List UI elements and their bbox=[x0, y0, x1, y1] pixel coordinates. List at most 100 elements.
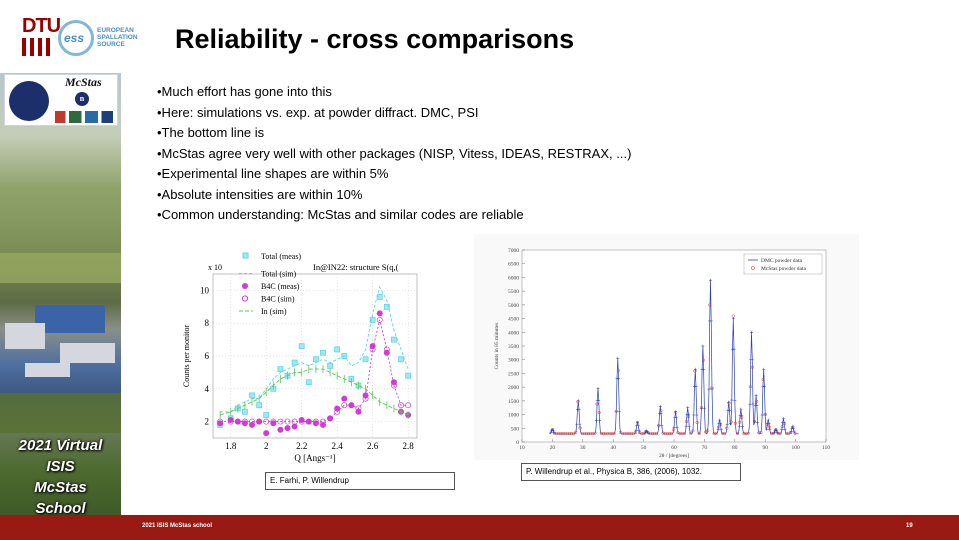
data-point-mcstas bbox=[721, 431, 725, 436]
data-point-mcstas bbox=[729, 420, 733, 424]
data-point-dmc bbox=[728, 422, 732, 426]
data-point-mcstas bbox=[652, 432, 657, 436]
chart-legend: Total (meas) Total (sim) B4C (meas) B4C (si… bbox=[239, 252, 301, 316]
data-point-dmc bbox=[707, 387, 711, 391]
data-point bbox=[327, 362, 333, 369]
partner-logos bbox=[55, 111, 113, 123]
data-point-mcstas bbox=[674, 410, 678, 414]
data-point-mcstas bbox=[616, 368, 620, 373]
neutron-icon: n bbox=[75, 92, 89, 106]
data-point-dmc bbox=[692, 413, 696, 417]
data-point-dmc bbox=[753, 420, 757, 424]
ess-logo-text: ess bbox=[64, 31, 85, 45]
data-point-dmc bbox=[701, 344, 705, 348]
y-tick-label: 5000 bbox=[508, 303, 519, 309]
data-point-dmc bbox=[730, 398, 734, 402]
data-point-dmc bbox=[760, 413, 764, 417]
data-point-dmc bbox=[783, 427, 787, 431]
data-point-mcstas bbox=[601, 432, 606, 436]
data-point-dmc bbox=[737, 425, 741, 429]
data-point-dmc bbox=[637, 429, 641, 433]
bullet-item: •Experimental line shapes are within 5% bbox=[157, 166, 389, 181]
data-point-mcstas bbox=[684, 419, 689, 424]
data-point-dmc bbox=[754, 393, 758, 397]
footer-school: 2021 ISIS McStas school bbox=[142, 523, 213, 529]
data-point-mcstas bbox=[563, 432, 567, 436]
data-point bbox=[256, 418, 263, 425]
data-point bbox=[241, 418, 248, 425]
data-point bbox=[362, 356, 369, 363]
data-point bbox=[334, 405, 341, 412]
bullet-item: •Here: simulations vs. exp. at powder di… bbox=[157, 104, 479, 120]
data-point-dmc bbox=[597, 399, 601, 403]
data-point-mcstas bbox=[555, 432, 559, 436]
data-point-dmc bbox=[740, 414, 744, 418]
data-point-dmc bbox=[740, 425, 744, 429]
data-point bbox=[291, 418, 298, 425]
data-point-mcstas bbox=[748, 385, 752, 389]
data-point-mcstas bbox=[552, 431, 557, 435]
dtu-logo-mark bbox=[22, 38, 50, 56]
data-point-dmc bbox=[727, 400, 731, 404]
data-point-dmc bbox=[791, 425, 795, 429]
data-point-dmc bbox=[716, 428, 720, 432]
data-point bbox=[390, 379, 397, 386]
data-point-dmc bbox=[792, 430, 796, 434]
data-point-dmc bbox=[699, 406, 703, 410]
data-point-dmc bbox=[551, 429, 555, 433]
data-point bbox=[341, 402, 348, 409]
data-point bbox=[242, 408, 248, 415]
photo-field bbox=[0, 393, 121, 433]
data-point-mcstas bbox=[727, 401, 731, 405]
data-point-mcstas bbox=[712, 431, 716, 436]
data-point-mcstas bbox=[640, 432, 644, 436]
data-point-dmc bbox=[636, 421, 640, 425]
data-point bbox=[369, 343, 376, 350]
y-multiplier-label: x 10 bbox=[208, 263, 222, 272]
data-point-dmc bbox=[719, 428, 723, 432]
data-point-dmc bbox=[549, 431, 553, 435]
series-line bbox=[220, 285, 409, 413]
x-tick-label: 1.8 bbox=[225, 441, 237, 451]
data-point-mcstas bbox=[663, 432, 667, 436]
data-point-dmc bbox=[718, 422, 722, 426]
data-point-mcstas bbox=[682, 431, 686, 436]
data-point bbox=[241, 420, 248, 427]
data-point-mcstas bbox=[659, 409, 663, 413]
data-point-mcstas bbox=[733, 421, 737, 425]
data-point bbox=[362, 395, 369, 402]
data-point-dmc bbox=[674, 416, 678, 420]
data-point-dmc bbox=[763, 413, 767, 417]
in-ln22-chart: 2 4 6 8 10 1.8 2 2.2 2.4 2.6 2.8 Q [Angs⁻¹] Counts p… bbox=[182, 252, 418, 463]
data-point-mcstas bbox=[661, 431, 665, 435]
data-point-dmc bbox=[693, 367, 697, 371]
x-tick-label: 80 bbox=[732, 445, 738, 451]
sunburst-icon bbox=[9, 81, 49, 121]
bullet-item: •Much effort has gone into this bbox=[157, 84, 332, 99]
data-point-mcstas bbox=[667, 432, 671, 436]
data-point bbox=[284, 425, 291, 432]
data-point-dmc bbox=[596, 387, 600, 391]
x-tick-label: 2.4 bbox=[332, 441, 344, 451]
data-point-dmc bbox=[702, 406, 706, 410]
data-point-dmc bbox=[775, 431, 779, 435]
school-line: ISIS bbox=[46, 458, 75, 475]
legend-marker bbox=[241, 295, 249, 302]
data-point-mcstas bbox=[557, 432, 561, 436]
data-point-dmc bbox=[672, 425, 676, 429]
data-point-mcstas bbox=[623, 432, 627, 436]
data-point bbox=[312, 356, 319, 363]
data-point-mcstas bbox=[744, 432, 748, 436]
data-point-mcstas bbox=[750, 365, 754, 369]
data-point-dmc bbox=[718, 418, 722, 422]
data-point bbox=[291, 359, 298, 366]
bullet-item: •Absolute intensities are within 10% bbox=[157, 186, 363, 202]
x-tick-label: 2.8 bbox=[403, 441, 415, 451]
school-line: 2021 Virtual bbox=[18, 437, 103, 454]
data-point bbox=[270, 420, 277, 427]
data-point-dmc bbox=[762, 367, 766, 371]
data-point bbox=[355, 405, 362, 412]
y-tick-label: 2500 bbox=[508, 371, 519, 377]
data-point-mcstas bbox=[627, 432, 631, 436]
data-point-mcstas bbox=[697, 431, 701, 436]
